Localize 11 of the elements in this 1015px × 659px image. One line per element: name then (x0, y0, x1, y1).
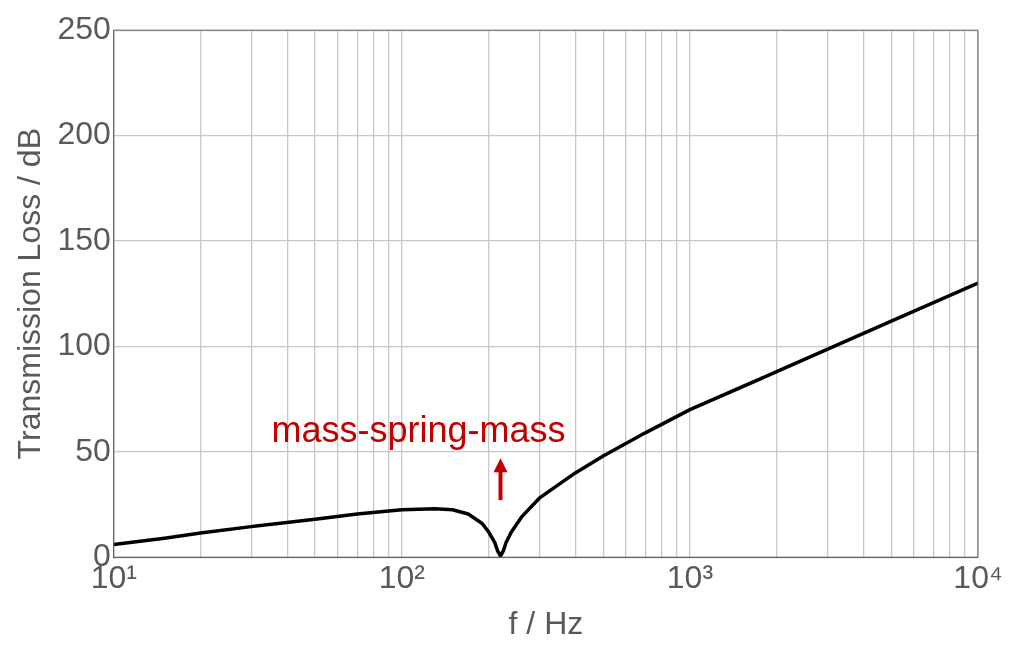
y-tick-label: 100 (57, 326, 111, 363)
y-tick-label: 200 (57, 115, 111, 152)
y-tick-label: 150 (57, 220, 111, 257)
x-tick-label: 10² (378, 559, 426, 596)
annotation: mass-spring-mass (271, 409, 566, 451)
x-axis-title: f / Hz (508, 604, 584, 641)
x-tick-label: 10³ (666, 559, 714, 596)
y-tick-label: 250 (57, 10, 111, 47)
x-tick-label: 10⁴ (953, 559, 1003, 596)
y-axis-title: Transmission Loss / dB (11, 128, 48, 460)
y-tick-label: 50 (75, 431, 111, 468)
